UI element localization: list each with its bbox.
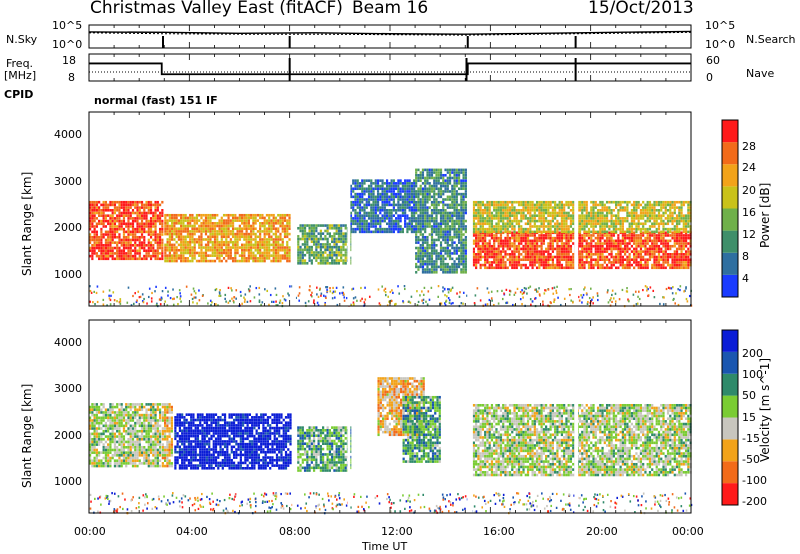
velocity-gap-1 — [347, 320, 351, 513]
power-ylabel: Slant Range [km] — [20, 171, 34, 276]
nsky-label: N.Sky — [6, 33, 38, 46]
time-tick-0400: 04:00 — [176, 525, 208, 538]
power-region-0 — [89, 200, 164, 261]
velocity-cbar-swatch-5 — [722, 373, 738, 396]
power-region-2 — [297, 224, 352, 265]
velocity-cbar-tick-m15: -15 — [742, 432, 760, 445]
cpid-value: normal (fast) 151 IF — [94, 94, 218, 107]
beam-label: Beam 16 — [352, 0, 429, 18]
power-range-tick-4000: 4000 — [54, 128, 82, 141]
power-range-tick-2000: 2000 — [54, 221, 82, 234]
velocity-cbar-swatch-0 — [722, 483, 738, 505]
power-range-tick-1000: 1000 — [54, 268, 82, 281]
velocity-region-5 — [402, 395, 441, 463]
freq-unit-label: [MHz] — [4, 69, 37, 82]
velocity-cbar-tick-m100: -100 — [742, 474, 767, 487]
noise-series-1 — [88, 31, 692, 36]
velocity-cbar-swatch-2 — [722, 439, 738, 462]
time-tick-1200: 12:00 — [381, 525, 413, 538]
power-region-6 — [472, 200, 692, 234]
noise-tick-bottom-left: 10^0 — [52, 38, 83, 51]
velocity-range-tick-2000: 2000 — [54, 429, 82, 442]
time-tick-0800: 08:00 — [279, 525, 311, 538]
velocity-cbar-swatch-3 — [722, 417, 738, 440]
velocity-region-6 — [472, 403, 692, 477]
power-cbar-tick-20: 20 — [742, 184, 756, 197]
freq-series — [89, 62, 691, 76]
velocity-cbar-tick-200: 200 — [742, 347, 763, 360]
date-label: 15/Oct/2013 — [588, 0, 694, 18]
noise-tick-top-left: 10^5 — [52, 19, 83, 32]
power-gap-1 — [347, 112, 351, 306]
power-cbar-frame — [721, 119, 739, 298]
power-cbar-swatch-7 — [722, 120, 738, 143]
velocity-cbar-tick-100: 100 — [742, 368, 763, 381]
velocity-range-tick-4000: 4000 — [54, 336, 82, 349]
power-cbar-swatch-2 — [722, 230, 738, 253]
x-axis-title: Time UT — [362, 540, 408, 553]
noise-tick-bottom-right: 10^0 — [705, 38, 736, 51]
velocity-ylabel: Slant Range [km] — [20, 383, 34, 488]
freq-label: Freq. — [6, 57, 34, 70]
power-cbar-tick-12: 12 — [742, 228, 756, 241]
nave-tick-bottom: 0 — [706, 71, 713, 84]
power-cbar-tick-16: 16 — [742, 206, 756, 219]
power-gap-0 — [292, 112, 296, 306]
time-tick-2000: 20:00 — [586, 525, 618, 538]
velocity-cbar-frame — [721, 329, 739, 506]
power-region-3 — [349, 179, 416, 234]
velocity-cbar-swatch-6 — [722, 351, 738, 374]
velocity-cbar-swatch-1 — [722, 461, 738, 484]
velocity-range-tick-3000: 3000 — [54, 382, 82, 395]
velocity-cbar-swatch-7 — [722, 330, 738, 352]
noise-tick-top-right: 10^5 — [705, 19, 736, 32]
time-tick-0000: 00:00 — [74, 525, 106, 538]
power-ground-clutter — [89, 284, 693, 308]
power-cbar-tick-4: 4 — [742, 272, 749, 285]
power-cbar-tick-24: 24 — [742, 161, 756, 174]
power-range-tick-3000: 3000 — [54, 175, 82, 188]
velocity-gap-0 — [292, 320, 296, 513]
time-tick-2400: 00:00 — [672, 525, 704, 538]
power-cbar-swatch-1 — [722, 252, 738, 275]
velocity-ground-clutter — [89, 492, 693, 515]
power-cbar-tick-28: 28 — [742, 140, 756, 153]
power-cbar-tick-8: 8 — [742, 250, 749, 263]
station-title: Christmas Valley East (fitACF) — [90, 0, 343, 18]
velocity-range-tick-1000: 1000 — [54, 475, 82, 488]
velocity-cbar-tick-15: 15 — [742, 411, 756, 424]
velocity-region-1 — [161, 403, 173, 468]
nave-label: Nave — [746, 67, 775, 80]
power-region-1 — [164, 213, 291, 263]
nsearch-label: N.Search — [746, 33, 796, 46]
nave-tick-top: 60 — [706, 54, 720, 67]
power-cbar-swatch-0 — [722, 274, 738, 297]
velocity-gap-2 — [467, 320, 473, 513]
velocity-cbar-tick-50: 50 — [742, 389, 756, 402]
power-cbar-swatch-5 — [722, 164, 738, 187]
cpid-label: CPID — [4, 88, 34, 101]
power-cbar-swatch-3 — [722, 208, 738, 231]
velocity-region-2 — [174, 413, 292, 470]
velocity-cbar-swatch-4 — [722, 395, 738, 418]
power-cbar-title: Power [dB] — [758, 182, 772, 248]
power-region-4 — [415, 168, 467, 274]
power-gap-3 — [574, 112, 579, 306]
freq-tick-top: 18 — [62, 54, 76, 67]
time-tick-1600: 16:00 — [483, 525, 515, 538]
velocity-cbar-tick-m50: -50 — [742, 453, 760, 466]
velocity-cbar-tick-m200: -200 — [742, 495, 767, 508]
power-cbar-swatch-6 — [722, 142, 738, 165]
velocity-region-0 — [89, 403, 162, 468]
velocity-gap-3 — [574, 320, 579, 513]
power-gap-2 — [467, 112, 473, 306]
power-cbar-swatch-4 — [722, 186, 738, 209]
noise-series-0 — [88, 30, 692, 35]
freq-tick-bottom: 8 — [68, 71, 75, 84]
